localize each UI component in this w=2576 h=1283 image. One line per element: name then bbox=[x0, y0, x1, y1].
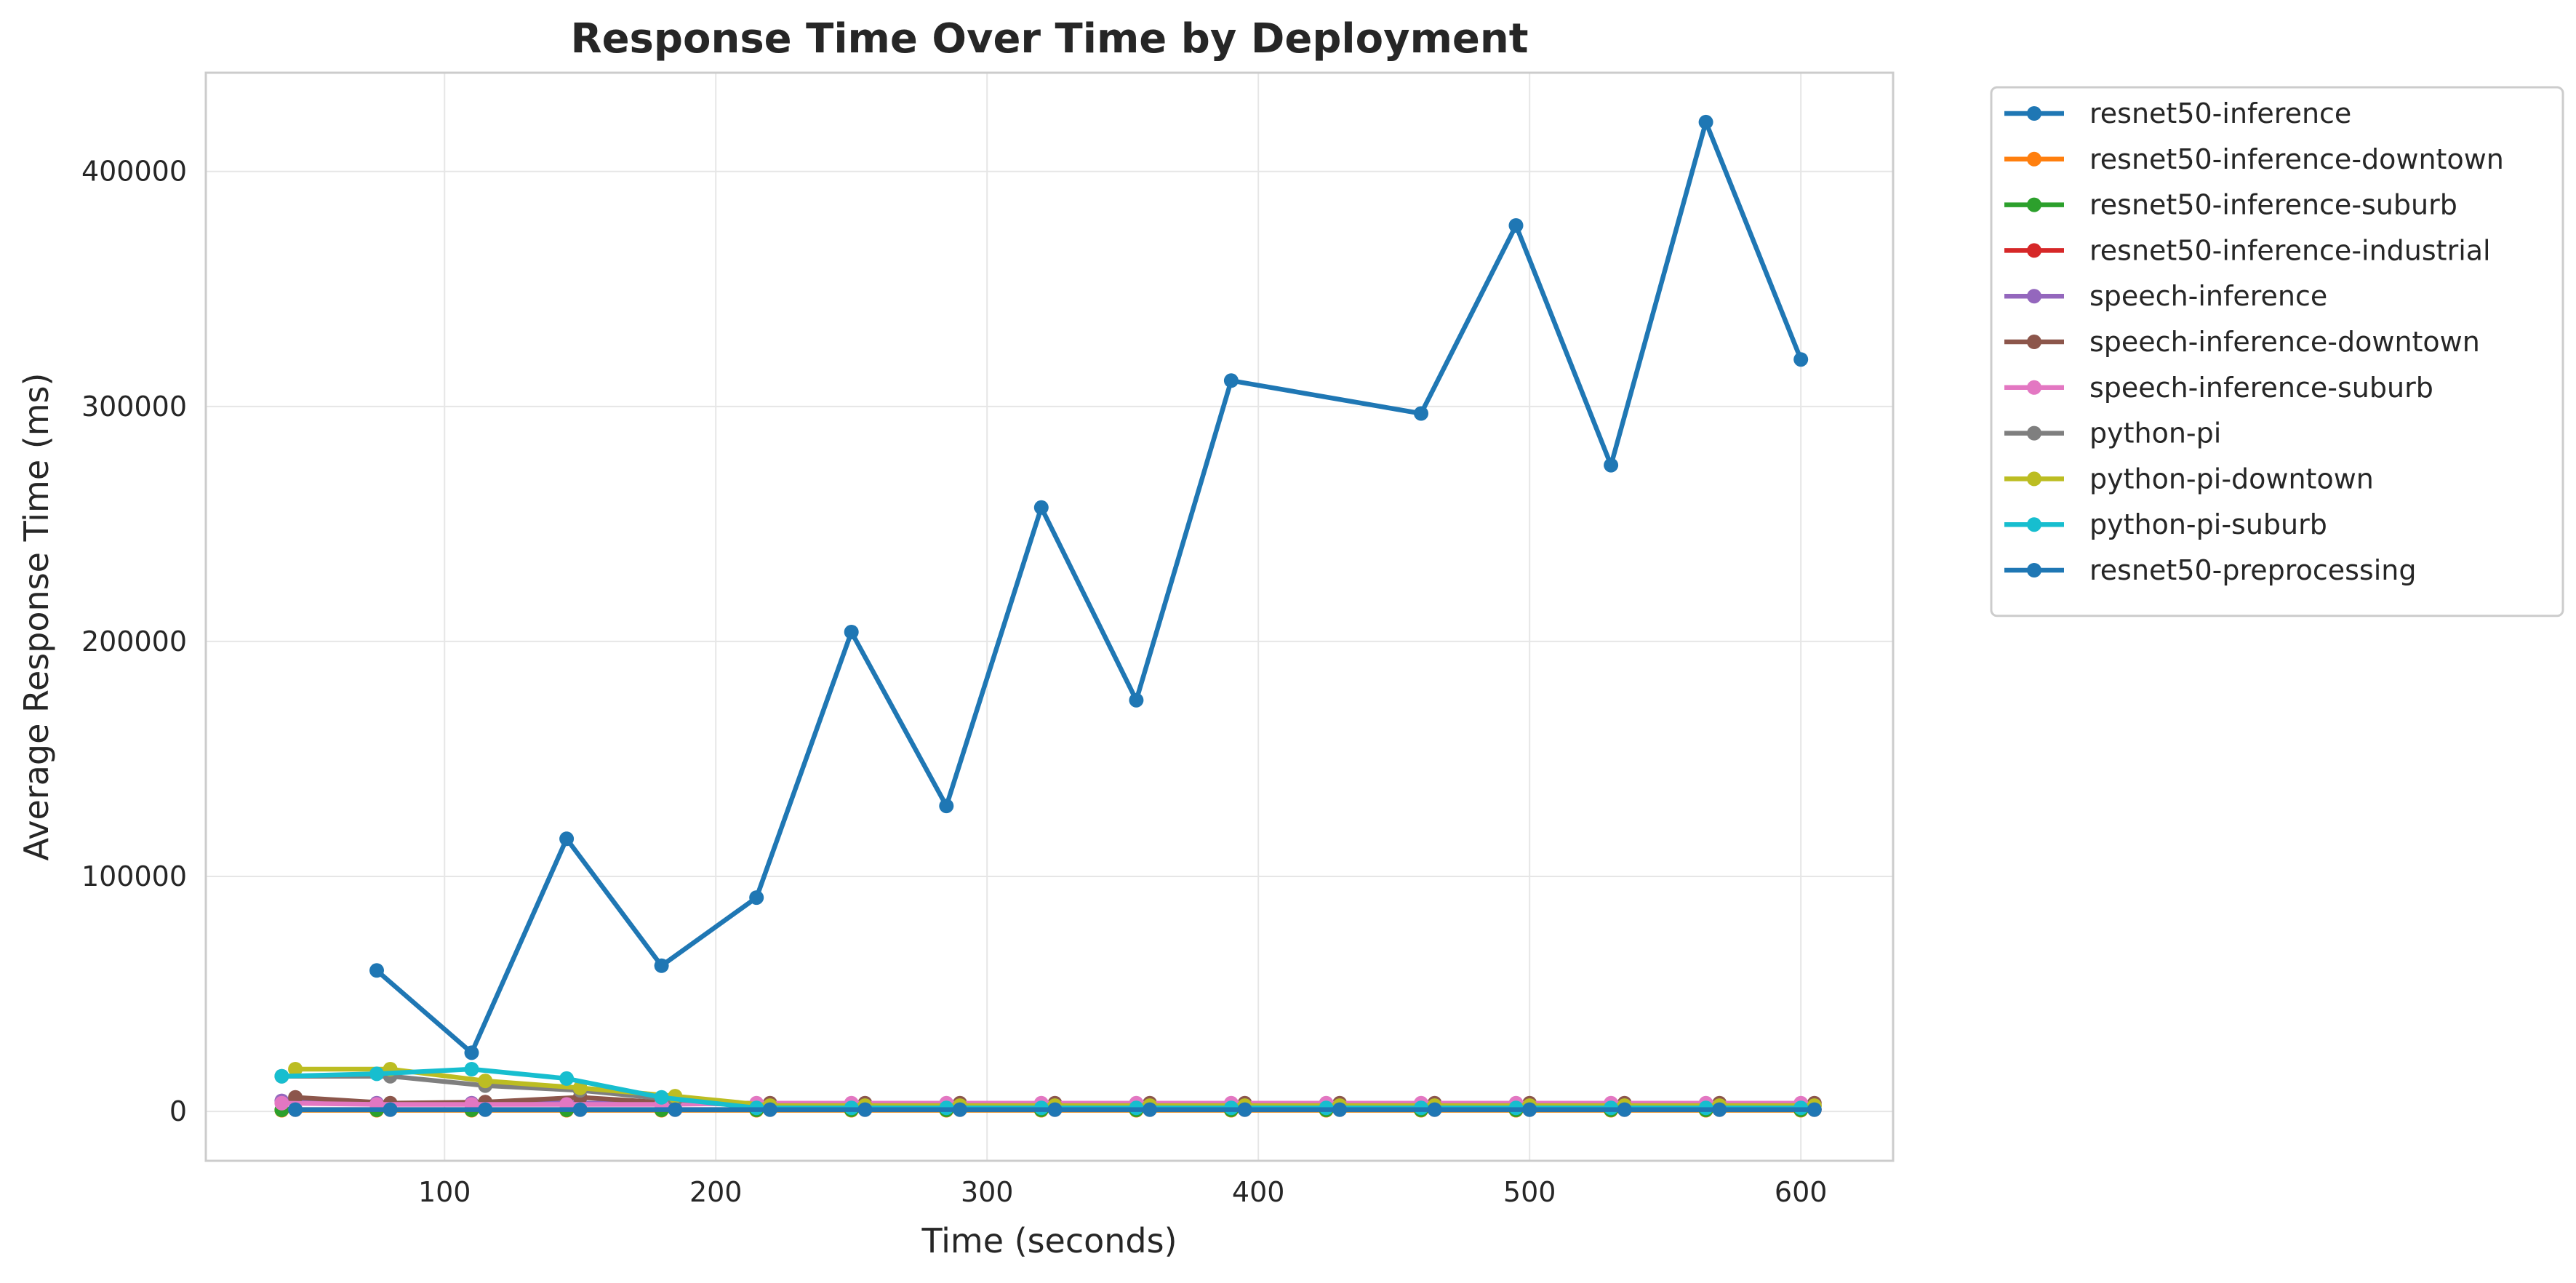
data-point bbox=[478, 1102, 493, 1117]
legend-item: resnet50-preprocessing bbox=[2004, 554, 2416, 586]
data-point bbox=[369, 963, 384, 978]
legend-swatch-marker bbox=[2027, 563, 2041, 577]
legend-item: speech-inference-suburb bbox=[2004, 372, 2433, 404]
x-tick-label: 400 bbox=[1232, 1176, 1285, 1208]
data-point bbox=[288, 1062, 303, 1076]
legend-swatch-marker bbox=[2027, 243, 2041, 258]
series-layer bbox=[274, 114, 1822, 1118]
grid-lines bbox=[206, 73, 1893, 1161]
data-point bbox=[1129, 692, 1144, 708]
data-point bbox=[844, 625, 859, 639]
data-point bbox=[762, 1102, 777, 1117]
data-point bbox=[559, 1071, 575, 1086]
legend-item: resnet50-inference bbox=[2004, 97, 2351, 129]
data-point bbox=[383, 1102, 398, 1117]
data-point bbox=[1332, 1102, 1348, 1117]
legend-swatch-marker bbox=[2027, 335, 2041, 349]
x-tick-label: 100 bbox=[418, 1176, 471, 1208]
data-point bbox=[288, 1102, 303, 1117]
legend-label: python-pi bbox=[2089, 417, 2221, 449]
data-point bbox=[668, 1102, 683, 1117]
x-tick-label: 600 bbox=[1775, 1176, 1828, 1208]
x-axis-label: Time (seconds) bbox=[921, 1221, 1177, 1260]
data-point bbox=[464, 1045, 479, 1060]
series-resnet50-inference bbox=[369, 114, 1809, 1060]
legend-item: python-pi-downtown bbox=[2004, 463, 2374, 495]
data-point bbox=[1793, 352, 1809, 367]
legend-swatch-marker bbox=[2027, 197, 2041, 212]
legend-item: resnet50-inference-suburb bbox=[2004, 189, 2457, 221]
legend-item: resnet50-inference-downtown bbox=[2004, 143, 2504, 175]
legend-swatch-marker bbox=[2027, 425, 2041, 441]
legend-label: resnet50-inference-industrial bbox=[2089, 234, 2491, 266]
legend-item: speech-inference bbox=[2004, 280, 2327, 312]
series-resnet50-preprocessing bbox=[288, 1102, 1822, 1117]
tick-labels: 100 200 300 400 500 600 0 100000 200000 300000 400… bbox=[81, 156, 1828, 1208]
legend-swatch-marker bbox=[2027, 289, 2041, 304]
legend-label: python-pi-downtown bbox=[2089, 463, 2374, 495]
data-point bbox=[369, 1066, 384, 1082]
chart-title: Response Time Over Time by Deployment bbox=[570, 15, 1528, 63]
y-tick-label: 400000 bbox=[81, 156, 187, 188]
legend-label: resnet50-inference-downtown bbox=[2089, 143, 2504, 175]
data-point bbox=[274, 1068, 289, 1084]
x-tick-label: 500 bbox=[1503, 1176, 1556, 1208]
data-point bbox=[559, 831, 575, 847]
legend-item: python-pi-suburb bbox=[2004, 508, 2327, 540]
legend-label: speech-inference-suburb bbox=[2089, 372, 2433, 404]
data-point bbox=[464, 1062, 479, 1076]
data-point bbox=[1617, 1102, 1632, 1117]
legend-swatch-marker bbox=[2027, 106, 2041, 121]
legend-item: python-pi bbox=[2004, 417, 2221, 449]
data-point bbox=[478, 1074, 493, 1089]
legend-item: speech-inference-downtown bbox=[2004, 326, 2480, 358]
legend-label: speech-inference-downtown bbox=[2089, 326, 2480, 358]
data-point bbox=[1698, 114, 1713, 129]
legend: resnet50-inference resnet50-inference-dow… bbox=[1990, 86, 2564, 617]
data-point bbox=[1047, 1102, 1063, 1117]
legend-label: speech-inference bbox=[2089, 280, 2327, 312]
y-tick-label: 0 bbox=[169, 1095, 187, 1127]
data-point bbox=[1143, 1102, 1157, 1117]
legend-swatch-marker bbox=[2027, 517, 2041, 532]
legend-label: resnet50-inference-suburb bbox=[2089, 189, 2457, 221]
legend-label: python-pi-suburb bbox=[2089, 508, 2327, 540]
y-tick-label: 200000 bbox=[81, 625, 187, 658]
data-point bbox=[857, 1102, 873, 1117]
data-point bbox=[1522, 1102, 1537, 1117]
legend-label: resnet50-inference bbox=[2089, 97, 2351, 129]
data-point bbox=[1237, 1102, 1252, 1117]
data-point bbox=[1712, 1102, 1727, 1117]
legend-swatch-marker bbox=[2027, 380, 2041, 395]
data-point bbox=[572, 1102, 588, 1117]
data-point bbox=[1414, 406, 1428, 421]
data-point bbox=[274, 1095, 289, 1111]
data-point bbox=[1223, 373, 1239, 388]
data-point bbox=[654, 1090, 669, 1105]
y-tick-label: 300000 bbox=[81, 391, 187, 423]
data-point bbox=[952, 1102, 967, 1117]
data-point bbox=[939, 799, 954, 814]
legend-label: resnet50-preprocessing bbox=[2089, 554, 2416, 586]
plot-frame bbox=[204, 71, 1895, 1162]
legend-frame bbox=[1990, 86, 2564, 617]
y-tick-label: 100000 bbox=[81, 860, 187, 892]
data-point bbox=[1604, 457, 1619, 473]
legend-swatch-marker bbox=[2027, 471, 2041, 487]
data-point bbox=[1033, 500, 1049, 515]
data-point bbox=[749, 890, 764, 906]
data-point bbox=[1508, 218, 1524, 233]
x-tick-label: 200 bbox=[689, 1176, 743, 1208]
data-point bbox=[1427, 1102, 1442, 1117]
legend-swatch-marker bbox=[2027, 151, 2041, 167]
legend-item: resnet50-inference-industrial bbox=[2004, 234, 2491, 266]
data-point bbox=[1807, 1102, 1822, 1117]
data-point bbox=[654, 958, 669, 973]
x-tick-label: 300 bbox=[961, 1176, 1014, 1208]
y-axis-label: Average Response Time (ms) bbox=[17, 373, 56, 861]
